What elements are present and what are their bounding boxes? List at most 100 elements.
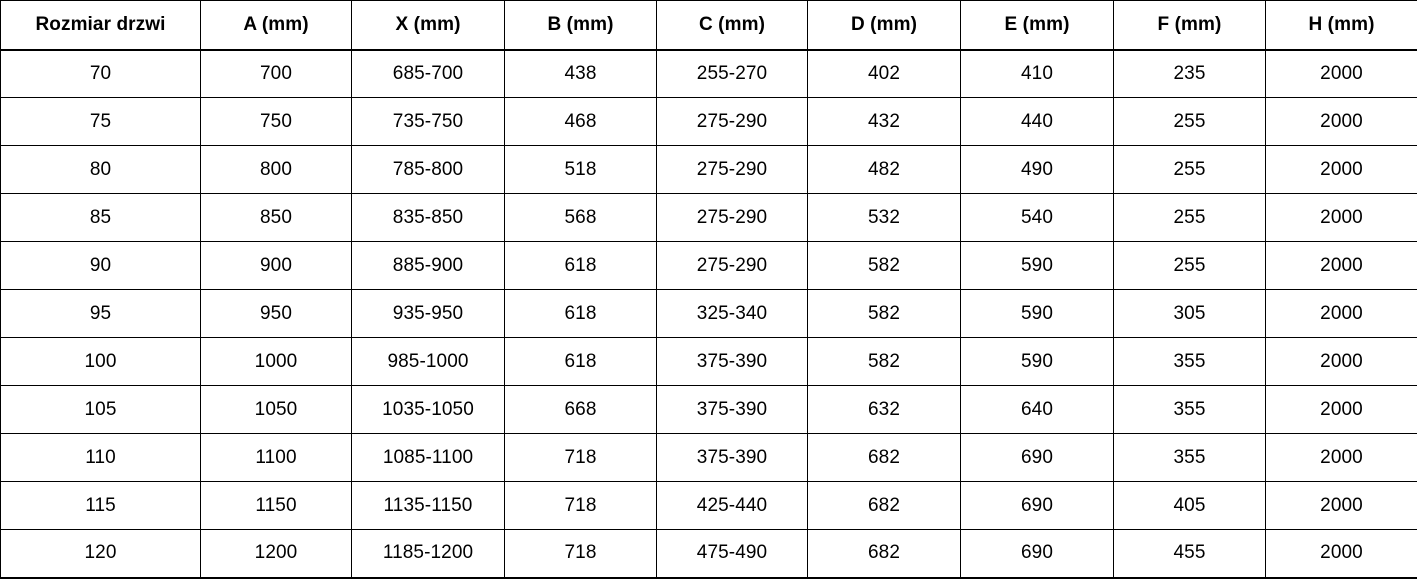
table-cell-r9-c6: 690 [961, 482, 1114, 530]
table-cell-r5-c3: 618 [505, 290, 657, 338]
table-cell-r0-c5: 402 [808, 50, 961, 98]
table-cell-r10-c2: 1185-1200 [352, 530, 505, 578]
column-header-4: C (mm) [657, 1, 808, 50]
table-cell-r10-c6: 690 [961, 530, 1114, 578]
column-header-7: F (mm) [1114, 1, 1266, 50]
table-cell-r9-c4: 425-440 [657, 482, 808, 530]
table-cell-r0-c2: 685-700 [352, 50, 505, 98]
table-cell-r1-c6: 440 [961, 98, 1114, 146]
table-cell-r1-c3: 468 [505, 98, 657, 146]
table-cell-r6-c1: 1000 [201, 338, 352, 386]
table-cell-r10-c4: 475-490 [657, 530, 808, 578]
table-cell-r1-c7: 255 [1114, 98, 1266, 146]
table-cell-r2-c8: 2000 [1266, 146, 1417, 194]
column-header-1: A (mm) [201, 1, 352, 50]
table-cell-r5-c4: 325-340 [657, 290, 808, 338]
table-cell-r3-c4: 275-290 [657, 194, 808, 242]
table-cell-r3-c2: 835-850 [352, 194, 505, 242]
table-cell-r7-c6: 640 [961, 386, 1114, 434]
table-cell-r6-c5: 582 [808, 338, 961, 386]
table-cell-r5-c7: 305 [1114, 290, 1266, 338]
table-cell-r6-c8: 2000 [1266, 338, 1417, 386]
table-cell-r10-c1: 1200 [201, 530, 352, 578]
table-cell-r8-c7: 355 [1114, 434, 1266, 482]
table-cell-r4-c0: 90 [1, 242, 201, 290]
table-cell-r6-c3: 618 [505, 338, 657, 386]
table-cell-r1-c1: 750 [201, 98, 352, 146]
table-cell-r5-c0: 95 [1, 290, 201, 338]
table-cell-r6-c0: 100 [1, 338, 201, 386]
table-cell-r4-c4: 275-290 [657, 242, 808, 290]
table-cell-r3-c0: 85 [1, 194, 201, 242]
table-cell-r7-c8: 2000 [1266, 386, 1417, 434]
table-cell-r0-c7: 235 [1114, 50, 1266, 98]
table-cell-r7-c2: 1035-1050 [352, 386, 505, 434]
table-cell-r2-c1: 800 [201, 146, 352, 194]
table-cell-r5-c6: 590 [961, 290, 1114, 338]
table-cell-r0-c4: 255-270 [657, 50, 808, 98]
table-cell-r2-c7: 255 [1114, 146, 1266, 194]
table-cell-r9-c0: 115 [1, 482, 201, 530]
table-cell-r2-c0: 80 [1, 146, 201, 194]
table-cell-r4-c6: 590 [961, 242, 1114, 290]
table-cell-r6-c7: 355 [1114, 338, 1266, 386]
table-cell-r10-c3: 718 [505, 530, 657, 578]
table-cell-r5-c8: 2000 [1266, 290, 1417, 338]
table-cell-r9-c2: 1135-1150 [352, 482, 505, 530]
table-cell-r3-c8: 2000 [1266, 194, 1417, 242]
table-cell-r9-c5: 682 [808, 482, 961, 530]
table-cell-r1-c4: 275-290 [657, 98, 808, 146]
table-cell-r10-c0: 120 [1, 530, 201, 578]
table-cell-r7-c3: 668 [505, 386, 657, 434]
table-cell-r2-c4: 275-290 [657, 146, 808, 194]
table-cell-r7-c1: 1050 [201, 386, 352, 434]
table-cell-r9-c7: 405 [1114, 482, 1266, 530]
column-header-5: D (mm) [808, 1, 961, 50]
table-cell-r7-c5: 632 [808, 386, 961, 434]
table-cell-r8-c6: 690 [961, 434, 1114, 482]
table-cell-r6-c2: 985-1000 [352, 338, 505, 386]
table-cell-r4-c5: 582 [808, 242, 961, 290]
table-cell-r2-c3: 518 [505, 146, 657, 194]
column-header-6: E (mm) [961, 1, 1114, 50]
table-cell-r10-c8: 2000 [1266, 530, 1417, 578]
table-cell-r8-c8: 2000 [1266, 434, 1417, 482]
table-cell-r6-c6: 590 [961, 338, 1114, 386]
table-cell-r6-c4: 375-390 [657, 338, 808, 386]
table-cell-r4-c3: 618 [505, 242, 657, 290]
table-cell-r5-c1: 950 [201, 290, 352, 338]
column-header-0: Rozmiar drzwi [1, 1, 201, 50]
table-cell-r10-c5: 682 [808, 530, 961, 578]
table-cell-r3-c1: 850 [201, 194, 352, 242]
table-cell-r2-c6: 490 [961, 146, 1114, 194]
table-cell-r1-c2: 735-750 [352, 98, 505, 146]
table-cell-r3-c7: 255 [1114, 194, 1266, 242]
table-cell-r3-c6: 540 [961, 194, 1114, 242]
table-cell-r8-c4: 375-390 [657, 434, 808, 482]
table-cell-r8-c2: 1085-1100 [352, 434, 505, 482]
table-cell-r7-c0: 105 [1, 386, 201, 434]
table-cell-r8-c1: 1100 [201, 434, 352, 482]
table-cell-r3-c3: 568 [505, 194, 657, 242]
table-cell-r9-c8: 2000 [1266, 482, 1417, 530]
table-cell-r8-c0: 110 [1, 434, 201, 482]
table-cell-r2-c2: 785-800 [352, 146, 505, 194]
table-cell-r4-c1: 900 [201, 242, 352, 290]
table-cell-r1-c5: 432 [808, 98, 961, 146]
